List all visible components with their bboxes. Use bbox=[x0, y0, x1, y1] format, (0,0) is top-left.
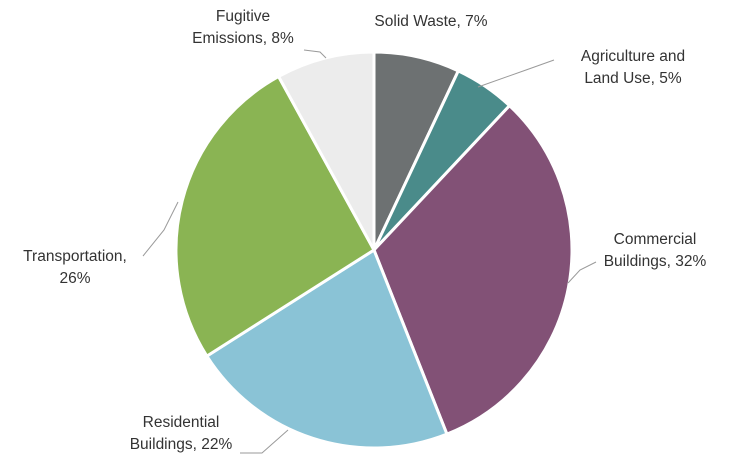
slice-label: Solid Waste, 7% bbox=[374, 13, 487, 30]
slice-label-line: Residential bbox=[143, 414, 220, 431]
slice-label: Fugitive Emissions, 8% bbox=[192, 8, 294, 47]
slice-label: Agriculture and Land Use, 5% bbox=[581, 48, 685, 87]
slice-label-line: Buildings, 32% bbox=[604, 253, 707, 270]
slice-label-line: Buildings, 22% bbox=[130, 436, 233, 453]
pie-slice bbox=[277, 50, 376, 252]
pie-slice bbox=[174, 74, 376, 358]
leader-lines bbox=[142, 49, 597, 454]
slice-label-line: Land Use, 5% bbox=[584, 70, 682, 87]
leader-line bbox=[142, 201, 179, 257]
slice-labels: Solid Waste, 7% Agriculture and Land Use, … bbox=[23, 8, 706, 453]
leader-line bbox=[240, 429, 289, 454]
slice-label-line: Commercial bbox=[614, 231, 697, 248]
slice-label-line: Transportation, bbox=[23, 248, 127, 265]
slice-label-line: Emissions, 8% bbox=[192, 30, 294, 47]
slice-label: Residential Buildings, 22% bbox=[130, 414, 233, 453]
slice-label-line: Fugitive bbox=[216, 8, 270, 25]
pie-slice bbox=[205, 248, 449, 450]
leader-line bbox=[477, 59, 555, 88]
slice-label: Commercial Buildings, 32% bbox=[604, 231, 707, 270]
slice-label-line: 26% bbox=[59, 270, 90, 287]
leader-line bbox=[567, 261, 597, 284]
slice-label: Transportation, 26% bbox=[23, 248, 127, 287]
leader-line bbox=[303, 49, 327, 59]
pie-slice bbox=[372, 104, 574, 436]
pie-slices bbox=[174, 50, 574, 450]
slice-label-line: Solid Waste, 7% bbox=[374, 13, 487, 30]
slice-label-line: Agriculture and bbox=[581, 48, 685, 65]
